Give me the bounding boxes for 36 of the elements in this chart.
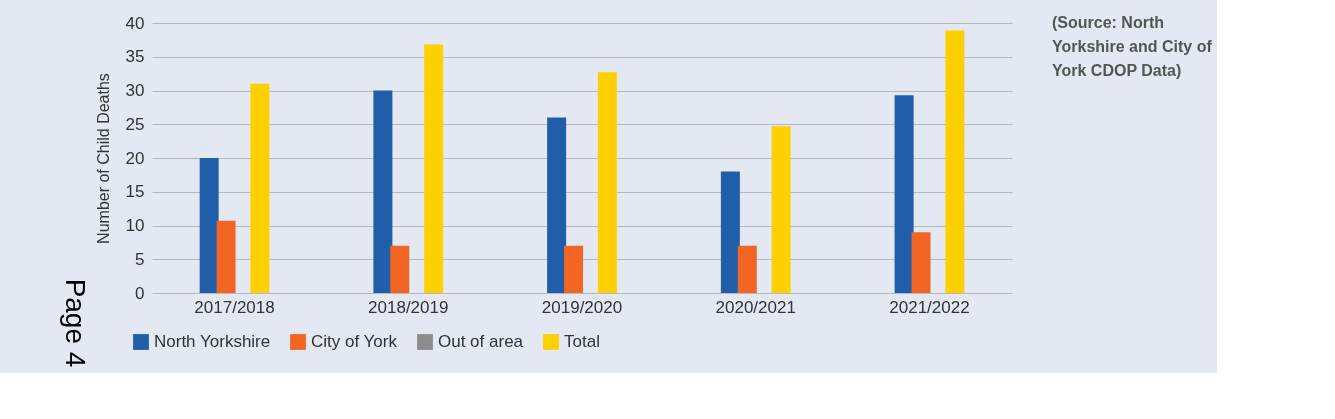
x-tick-label: 2017/2018 — [194, 297, 275, 317]
bar — [945, 30, 965, 293]
y-axis-title: Number of Child Deaths — [94, 73, 112, 244]
bar — [216, 220, 236, 293]
y-tick-label: 0 — [135, 283, 145, 303]
x-tick-label: 2021/2022 — [889, 297, 970, 317]
legend-label: North Yorkshire — [154, 332, 271, 351]
text: (Source: North Yorkshire and City of York CDOP Data) — [1052, 14, 1213, 79]
y-tick-label: 40 — [125, 13, 145, 33]
bar — [737, 245, 757, 293]
bar — [911, 232, 931, 293]
legend-label: Total — [564, 332, 600, 351]
y-tick-label: 35 — [125, 47, 145, 67]
bar — [373, 90, 393, 293]
x-tick-label: 2018/2019 — [368, 297, 449, 317]
bar — [199, 158, 219, 293]
bar — [390, 245, 410, 293]
y-tick-label: 15 — [125, 182, 145, 202]
bar — [894, 95, 914, 293]
bar — [720, 171, 740, 293]
legend-label: Out of area — [438, 332, 524, 351]
y-tick-label: 25 — [125, 114, 145, 134]
x-tick-label: 2019/2020 — [541, 297, 623, 317]
x-tick-label: 2020/2021 — [715, 297, 796, 317]
y-tick-label: 5 — [135, 249, 145, 269]
bar — [597, 72, 617, 293]
y-tick-label: 20 — [125, 148, 145, 168]
y-tick-label: 10 — [125, 216, 145, 235]
bar — [771, 126, 791, 293]
bar — [564, 245, 584, 293]
bar — [250, 83, 270, 293]
legend-label: City of York — [311, 332, 398, 351]
y-tick-label: 30 — [125, 81, 145, 100]
bar — [547, 117, 567, 293]
bar — [424, 44, 444, 293]
text: Page 4 — [60, 278, 91, 368]
